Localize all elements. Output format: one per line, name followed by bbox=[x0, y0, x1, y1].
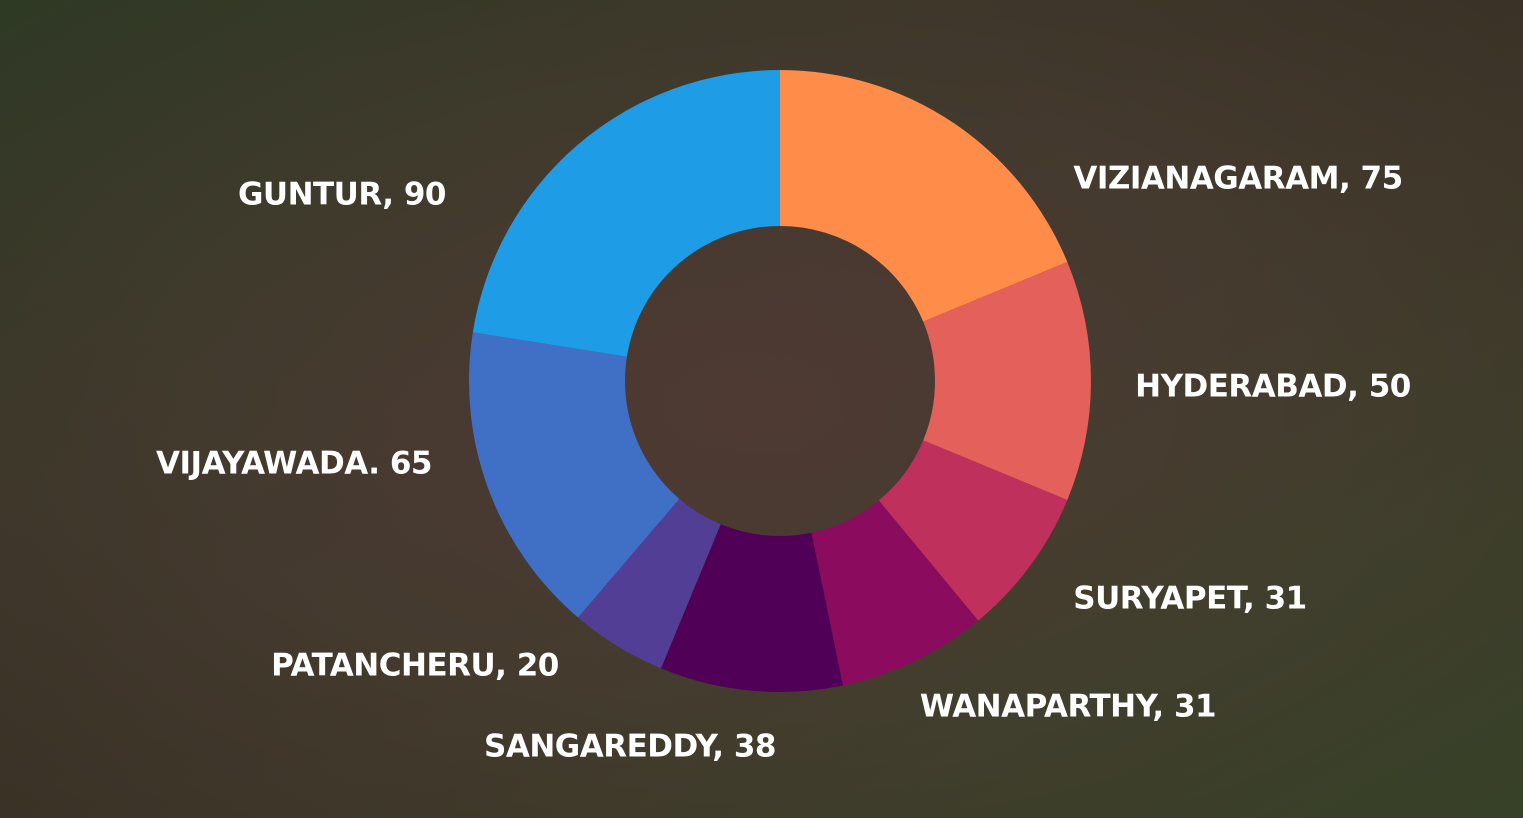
slice bbox=[923, 261, 1091, 501]
slice bbox=[878, 440, 1068, 621]
data-label: HYDERABAD, 50 bbox=[1135, 369, 1411, 405]
labels: VIZIANAGARAM, 75 HYDERABAD, 50 SURYAPET, 3… bbox=[156, 161, 1411, 765]
data-label: GUNTUR, 90 bbox=[238, 177, 446, 213]
data-label: SANGAREDDY, 38 bbox=[484, 729, 776, 765]
slice bbox=[578, 498, 721, 669]
slice bbox=[780, 70, 1068, 322]
slice bbox=[468, 332, 680, 618]
donut bbox=[468, 70, 1091, 692]
data-label: VIZIANAGARAM, 75 bbox=[1073, 161, 1402, 197]
data-label: WANAPARTHY, 31 bbox=[920, 689, 1216, 725]
data-label: PATANCHERU, 20 bbox=[271, 648, 559, 684]
data-label: VIJAYAWADA. 65 bbox=[156, 446, 432, 482]
slice bbox=[811, 500, 979, 686]
slice bbox=[660, 524, 844, 692]
slice bbox=[472, 70, 780, 357]
data-label: SURYAPET, 31 bbox=[1073, 581, 1306, 617]
